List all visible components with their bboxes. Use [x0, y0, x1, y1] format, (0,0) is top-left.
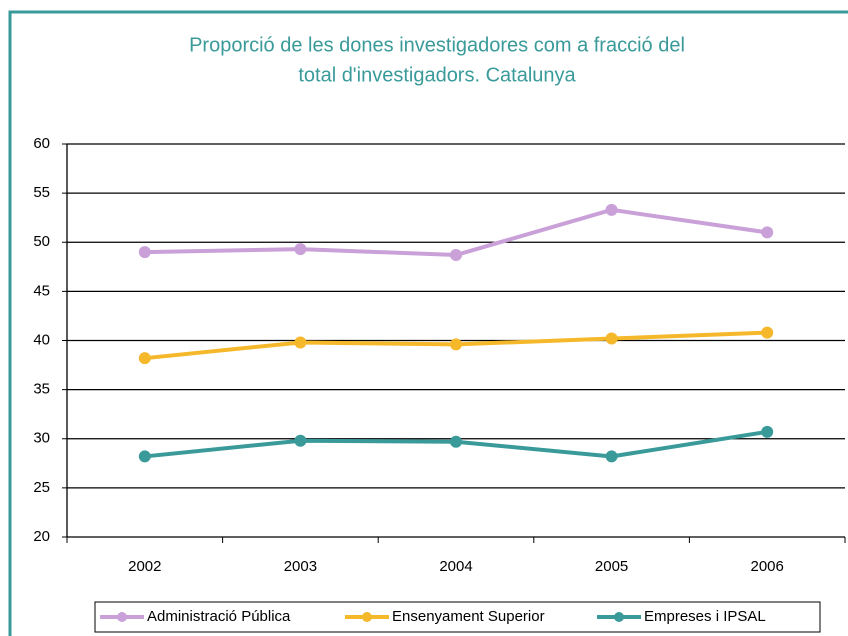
data-point [605, 203, 618, 216]
y-tick-label: 20 [33, 528, 50, 545]
y-tick-label: 40 [33, 331, 50, 348]
chart-border [8, 10, 848, 636]
y-tick-label: 60 [33, 135, 50, 152]
legend-label: Empreses i IPSAL [644, 608, 766, 625]
legend-label: Administració Pública [147, 608, 291, 625]
legend-box [94, 601, 821, 633]
data-point [761, 326, 774, 339]
data-point [138, 246, 151, 259]
data-point [294, 336, 307, 349]
y-tick-label: 45 [33, 282, 50, 299]
data-point [605, 450, 618, 463]
data-point [761, 226, 774, 239]
y-tick-label: 50 [33, 233, 50, 250]
y-tick-label: 25 [33, 479, 50, 496]
data-point [450, 249, 462, 262]
data-point [761, 425, 774, 438]
legend-label: Ensenyament Superior [392, 608, 545, 625]
data-point [294, 243, 307, 256]
y-tick-label: 35 [33, 381, 50, 398]
chart-title: Proporció de les dones investigadores co… [189, 34, 685, 56]
data-point [605, 332, 618, 345]
x-tick-label: 2003 [284, 558, 317, 575]
data-point [450, 338, 462, 351]
x-tick-label: 2004 [439, 558, 472, 575]
legend-marker [117, 612, 127, 622]
series-line [144, 207, 768, 258]
data-point [294, 434, 307, 447]
data-point [138, 352, 151, 365]
chart-title: total d'investigadors. Catalunya [298, 64, 576, 86]
x-tick-label: 2002 [128, 558, 161, 575]
legend-marker [362, 612, 372, 622]
legend-marker [614, 612, 624, 622]
x-tick-label: 2005 [595, 558, 628, 575]
y-tick-label: 30 [33, 430, 50, 447]
data-point [450, 435, 462, 448]
x-tick-label: 2006 [751, 558, 784, 575]
data-point [138, 450, 151, 463]
y-tick-label: 55 [33, 184, 50, 201]
